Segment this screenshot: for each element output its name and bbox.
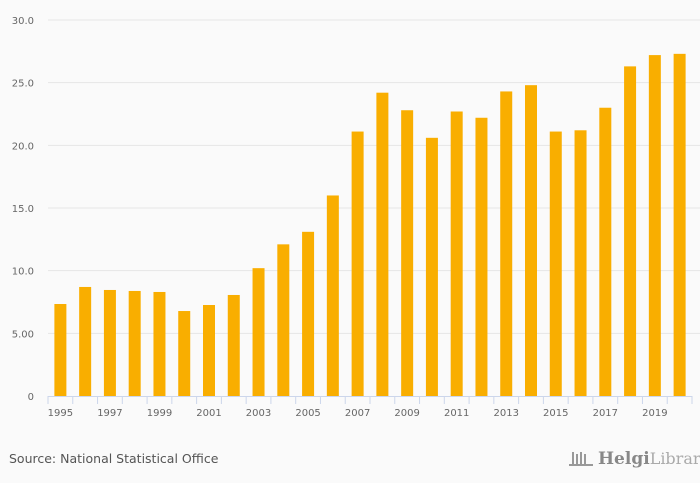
x-tick-label: 2005 xyxy=(295,408,320,419)
bar-chart: 0 5.00 10.0 15.0 20.0 25.0 30.0 1995 1997 1999 200… xyxy=(12,16,700,419)
bar-1999 xyxy=(153,291,166,396)
bar-2002 xyxy=(227,294,240,396)
x-tick-label: 1997 xyxy=(97,408,122,419)
y-tick-label: 30.0 xyxy=(12,16,34,27)
x-tick-label: 2013 xyxy=(494,408,519,419)
bar-2010 xyxy=(425,137,438,396)
y-tick-label: 0 xyxy=(28,392,34,403)
bar-2015 xyxy=(549,131,562,396)
helgi-library-logo: HelgiLibrary. xyxy=(568,449,700,469)
bar-2006 xyxy=(326,195,339,396)
x-tick-label: 2007 xyxy=(345,408,370,419)
bar-1995 xyxy=(54,304,67,396)
bar-2019 xyxy=(648,55,661,397)
bar-2011 xyxy=(450,111,463,396)
y-tick-label: 25.0 xyxy=(12,79,34,90)
logo-text-light: Library. xyxy=(649,449,700,468)
bar-2016 xyxy=(574,130,587,396)
x-tick-label: 1999 xyxy=(147,408,172,419)
bar-2008 xyxy=(376,92,389,397)
bar-2001 xyxy=(203,305,215,396)
bar-2014 xyxy=(525,85,537,396)
bar-1998 xyxy=(128,290,141,396)
x-tick-label: 2015 xyxy=(543,408,568,419)
bar-1997 xyxy=(103,289,116,396)
y-tick-label: 10.0 xyxy=(12,267,34,278)
x-tick-label: 2009 xyxy=(394,408,419,419)
x-tick-label: 2001 xyxy=(196,408,221,419)
bar-2017 xyxy=(599,107,612,396)
bar-2018 xyxy=(624,66,637,396)
bar-2005 xyxy=(302,231,315,396)
x-tick-label: 2019 xyxy=(642,408,667,419)
source-note: Source: National Statistical Office xyxy=(9,451,219,466)
y-tick-label: 15.0 xyxy=(12,204,34,215)
bar-2003 xyxy=(252,268,265,396)
logo-text-bold: Helgi xyxy=(598,449,650,469)
x-tick-label: 2011 xyxy=(444,408,469,419)
bar-2000 xyxy=(178,311,191,396)
x-tick-label: 1995 xyxy=(48,408,73,419)
y-tick-label: 5.00 xyxy=(12,329,34,340)
y-tick-label: 20.0 xyxy=(12,141,34,152)
bar-2004 xyxy=(277,244,290,396)
bar-2007 xyxy=(351,131,364,396)
bar-2020 xyxy=(673,53,686,397)
x-tick-label: 2003 xyxy=(246,408,271,419)
x-tick-label: 2017 xyxy=(593,408,618,419)
library-building-icon xyxy=(569,452,593,466)
bar-2009 xyxy=(401,110,414,397)
bar-1996 xyxy=(79,286,92,396)
bar-2013 xyxy=(500,91,513,396)
bar-2012 xyxy=(475,117,488,396)
